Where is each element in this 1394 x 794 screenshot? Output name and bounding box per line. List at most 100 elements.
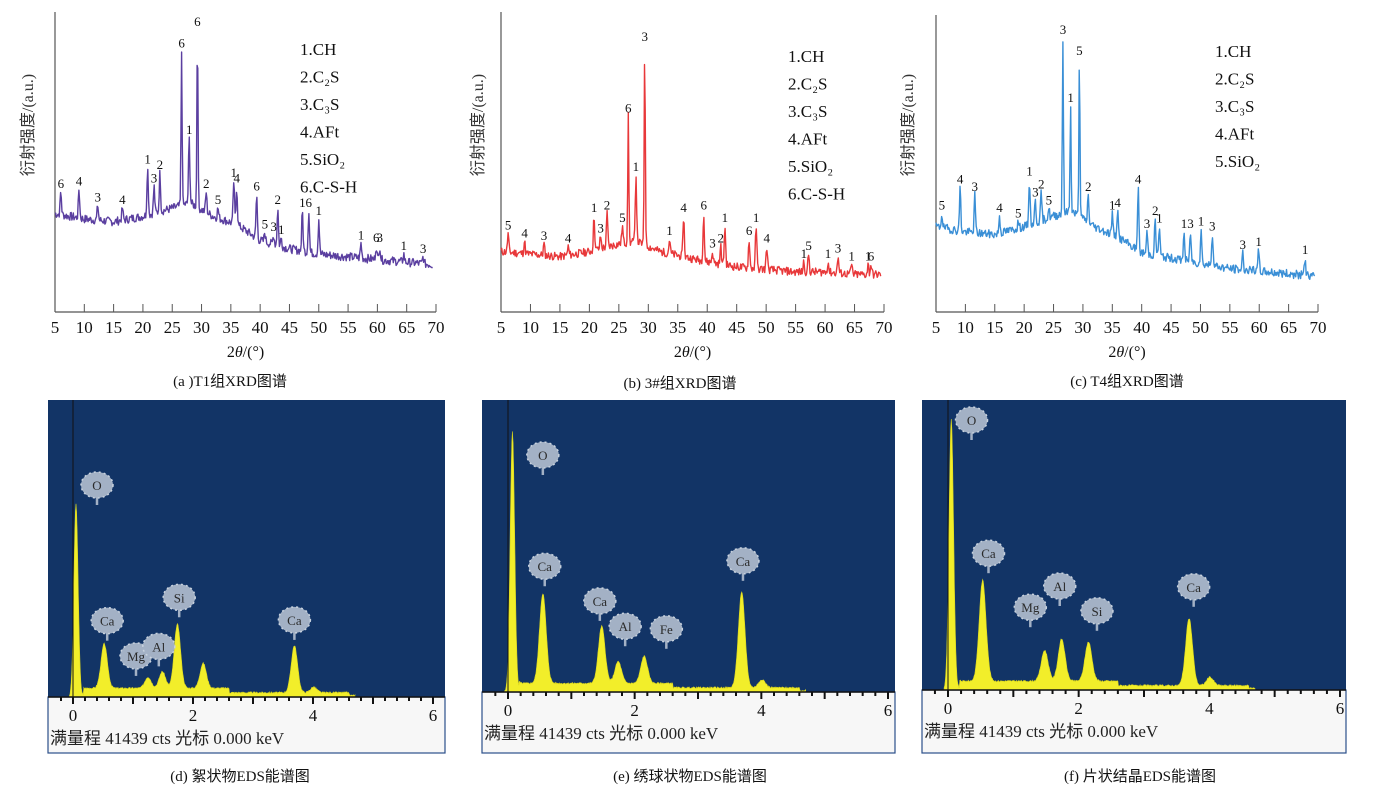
element-label: Ca <box>287 613 302 628</box>
peak-label: 1 <box>801 246 808 261</box>
peak-label: 2 <box>1152 203 1159 218</box>
element-marker-o[interactable]: O <box>954 406 989 440</box>
peak-label: 3 <box>597 220 604 235</box>
element-marker-ca[interactable]: Ca <box>277 606 312 640</box>
element-label: Al <box>619 619 632 634</box>
x-tick-label: 5 <box>932 318 941 337</box>
element-marker-ca[interactable]: Ca <box>527 552 562 587</box>
xrd-chart-c: 5 10 15 20 25 30 35 40 45 50 55 60 65 702θ/(°)衍射强度/(a… <box>899 15 1327 361</box>
peak-label: 1 <box>1198 213 1205 228</box>
eds-tick-label: 6 <box>429 706 438 725</box>
x-tick-label: 60 <box>817 318 834 337</box>
element-marker-al[interactable]: Al <box>142 632 176 667</box>
element-label: Mg <box>127 649 146 664</box>
x-tick-label: 20 <box>134 318 151 337</box>
peak-label: 1 <box>1181 216 1188 231</box>
element-marker-mg[interactable]: Mg <box>1013 593 1048 628</box>
eds-plot-area <box>48 400 445 697</box>
x-tick-label: 45 <box>1163 318 1180 337</box>
peak-label: 4 <box>763 230 770 245</box>
caption-f: (f) 片状结晶EDS能谱图 <box>1063 769 1217 785</box>
element-marker-mg[interactable]: Mg <box>119 642 153 676</box>
y-axis-label: 衍射强度/(a.u.) <box>900 74 917 176</box>
peak-label: 3 <box>420 241 427 256</box>
peak-label: 3 <box>270 219 277 234</box>
x-tick-label: 40 <box>699 318 716 337</box>
x-tick-label: 10 <box>76 318 93 337</box>
x-tick-label: 15 <box>105 318 122 337</box>
legend-entry: 3.C₃S <box>1215 97 1254 116</box>
peak-label: 4 <box>233 171 240 186</box>
element-marker-ca[interactable]: Ca <box>726 547 760 581</box>
peak-label: 1 <box>278 222 285 237</box>
peak-label: 2 <box>1085 179 1092 194</box>
element-marker-ca[interactable]: Ca <box>90 606 124 641</box>
legend-entry: 4.AFt <box>1215 125 1254 144</box>
element-marker-ca[interactable]: Ca <box>971 539 1006 574</box>
x-tick-label: 30 <box>640 318 657 337</box>
peak-label: 1 <box>848 248 855 263</box>
x-tick-label: 55 <box>1221 318 1238 337</box>
x-tick-label: 65 <box>1280 318 1297 337</box>
x-tick-label: 10 <box>522 318 539 337</box>
element-marker-si[interactable]: Si <box>1080 597 1114 631</box>
eds-status-strip <box>47 696 446 754</box>
peak-label: 5 <box>1046 192 1053 207</box>
element-label: Ca <box>538 559 553 574</box>
x-tick-label: 20 <box>1016 318 1033 337</box>
element-marker-al[interactable]: Al <box>1042 572 1077 606</box>
peak-label: 5 <box>1076 43 1083 58</box>
peak-label: 2 <box>157 157 164 172</box>
element-label: O <box>967 413 976 428</box>
peak-label: 1 <box>401 238 408 253</box>
peak-label: 1 <box>666 223 673 238</box>
xrd-spectrum-line <box>935 41 1316 280</box>
unit-label: keV <box>1130 722 1159 741</box>
element-label: Al <box>152 639 165 654</box>
eds-status-strip <box>481 691 896 754</box>
full-scale-label: 满量程 <box>484 724 539 743</box>
element-marker-o[interactable]: O <box>80 471 114 505</box>
x-tick-label: 10 <box>957 318 974 337</box>
element-marker-al[interactable]: Al <box>608 612 642 647</box>
element-label: O <box>538 448 547 463</box>
cursor-value: 0.000 <box>213 729 256 748</box>
caption-c: (c) T4组XRD图谱 <box>1070 374 1184 390</box>
peak-label: 4 <box>565 230 572 245</box>
eds-tick-label: 6 <box>884 701 893 720</box>
peak-label: 3 <box>1240 237 1247 252</box>
peak-label: 6 <box>58 176 65 191</box>
eds-tick-label: 4 <box>757 701 766 720</box>
legend-entry: 6.C-S-H <box>788 185 845 204</box>
x-axis-label: 2θ/(°) <box>1108 344 1145 361</box>
peak-label: 1 <box>722 210 729 225</box>
peak-label: 1 <box>1109 198 1116 213</box>
element-marker-ca[interactable]: Ca <box>1176 573 1211 607</box>
eds-spectrum-area <box>69 503 356 698</box>
element-marker-fe[interactable]: Fe <box>649 615 684 649</box>
peak-label: 5 <box>619 210 626 225</box>
peak-label: 4 <box>119 192 126 207</box>
x-tick-label: 70 <box>876 318 893 337</box>
peak-label: 4 <box>76 173 83 188</box>
element-marker-si[interactable]: Si <box>162 583 196 618</box>
element-label: Si <box>174 590 185 605</box>
peak-label: 3 <box>95 190 102 205</box>
x-tick-label: 5 <box>51 318 60 337</box>
unit-label: keV <box>256 729 285 748</box>
eds-spectrum-area <box>943 418 1256 691</box>
x-tick-label: 70 <box>428 318 445 337</box>
peak-label: 4 <box>1135 171 1142 186</box>
element-label: Mg <box>1021 600 1040 615</box>
eds-tick-label: 4 <box>309 706 318 725</box>
peak-label: 3 <box>151 171 158 186</box>
element-marker-o[interactable]: O <box>526 441 560 475</box>
peak-label: 1 <box>1255 234 1262 249</box>
x-tick-label: 30 <box>193 318 210 337</box>
legend-entry: 4.AFt <box>300 123 339 142</box>
element-label: Ca <box>1186 580 1201 595</box>
peak-label: 3 <box>541 228 548 243</box>
element-marker-ca[interactable]: Ca <box>583 587 617 621</box>
peak-label: 6 <box>625 100 632 115</box>
eds-spectrum-area <box>503 431 807 693</box>
